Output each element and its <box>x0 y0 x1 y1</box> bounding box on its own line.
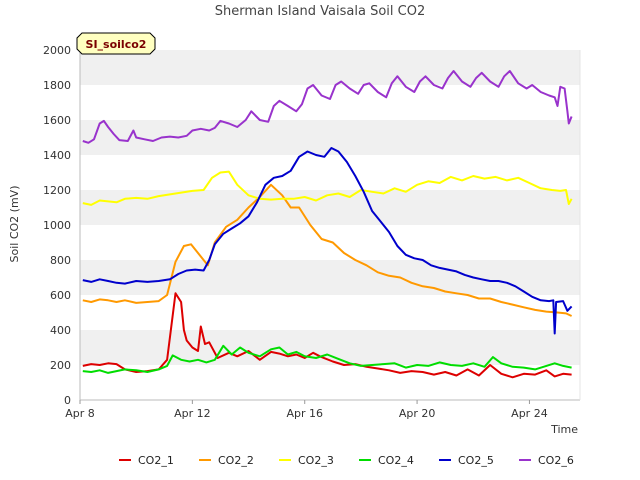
legend: CO2_1 CO2_2 CO2_3 CO2_4 CO2_5 CO2_6 <box>119 454 574 467</box>
y-tick-label: 1600 <box>43 114 71 127</box>
series-line-co2-6 <box>82 70 573 144</box>
axes: 0 200 400 600 800 1000 1200 1400 1600 1800 2000 Apr… <box>43 44 581 420</box>
y-tick-label: 2000 <box>43 44 71 57</box>
legend-label-co2-3: CO2_3 <box>298 454 334 467</box>
x-tick-label: Apr 20 <box>399 407 436 420</box>
legend-label-co2-6: CO2_6 <box>538 454 574 467</box>
y-axis-title: Soil CO2 (mV) <box>8 186 21 263</box>
x-tick-label: Apr 16 <box>286 407 323 420</box>
x-tick-label: Apr 12 <box>174 407 211 420</box>
y-tick-label: 800 <box>50 254 71 267</box>
series-line-co2-2 <box>82 183 573 317</box>
y-tick-label: 1800 <box>43 79 71 92</box>
badge-shape <box>76 32 156 55</box>
legend-label-co2-2: CO2_2 <box>218 454 254 467</box>
x-axis-title: Time <box>550 423 578 436</box>
series-line-co2-4 <box>82 344 572 374</box>
series-layer <box>82 70 573 379</box>
plot-background <box>80 50 580 400</box>
chart-title: Sherman Island Vaisala Soil CO2 <box>215 4 425 19</box>
legend-label-co2-4: CO2_4 <box>378 454 414 467</box>
grid-band <box>80 260 580 295</box>
x-tick-label: Apr 24 <box>511 407 548 420</box>
series-line-co2-5 <box>82 147 573 335</box>
grid-band <box>80 50 580 85</box>
y-tick-label: 1000 <box>43 219 71 232</box>
y-tick-label: 1200 <box>43 184 71 197</box>
y-tick-label: 600 <box>50 289 71 302</box>
series-line-co2-1 <box>82 292 572 379</box>
y-tick-label: 400 <box>50 324 71 337</box>
y-tick-label: 200 <box>50 359 71 372</box>
chart-badge: SI_soilco2 <box>76 32 156 55</box>
legend-label-co2-5: CO2_5 <box>458 454 494 467</box>
x-tick-label: Apr 8 <box>65 407 95 420</box>
series-line-co2-3 <box>82 170 573 206</box>
y-tick-label: 1400 <box>43 149 71 162</box>
y-tick-label: 0 <box>64 394 71 407</box>
legend-label-co2-1: CO2_1 <box>138 454 174 467</box>
badge-label: SI_soilco2 <box>86 38 147 51</box>
